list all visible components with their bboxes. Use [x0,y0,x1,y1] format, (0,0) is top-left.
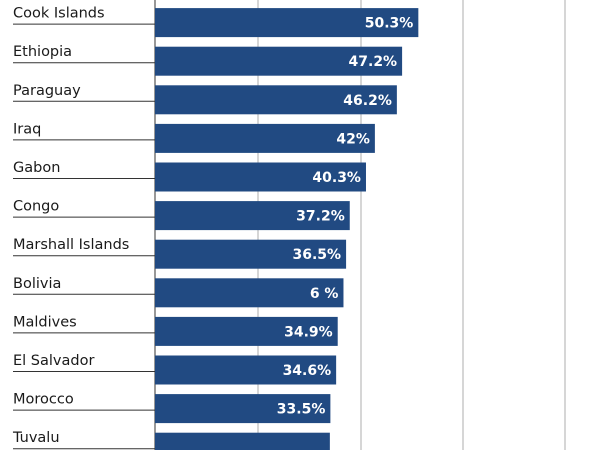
bar-value-label: 34.6% [283,363,332,379]
category-label: Marshall Islands [13,237,129,253]
bars [155,8,419,450]
category-label: Gabon [13,160,60,176]
bar-value-label: 37.2% [296,209,345,225]
bar-value-label: 47.2% [349,54,398,70]
category-label: Maldives [13,314,77,330]
category-label: Paraguay [13,83,81,99]
bar-value-label: 34.9% [284,324,333,340]
bar [155,432,330,450]
bar-value-label: 36.5% [293,247,342,263]
bar [155,162,366,192]
bar-value-label: 33.5% [277,402,326,418]
value-labels: 50.3% 47.2% 46.2% 42% 40.3% 37.2% 36.5% 6 % 34.9… [277,16,414,418]
category-label: Tuvalu [12,430,60,446]
bar [155,239,347,269]
category-label: El Salvador [13,353,94,369]
bar [155,394,331,424]
category-labels: Cook Islands Ethiopia Paraguay Iraq Gabon Con… [12,6,155,450]
bar-value-label: 42% [336,131,370,147]
bar [155,278,344,308]
bar [155,85,397,115]
category-label: Morocco [13,392,74,408]
category-label: Iraq [13,121,41,137]
bar [155,123,375,153]
category-label: Bolivia [13,276,61,292]
bar [155,46,403,76]
category-label: Cook Islands [13,6,105,22]
bar [155,201,350,231]
category-label: Congo [13,199,59,215]
bar-value-label: 40.3% [312,170,361,186]
bar-value-label: 46.2% [343,93,392,109]
bar [155,316,338,346]
category-label: Ethiopia [13,44,72,60]
bar [155,8,419,38]
bar-value-label: 50.3% [365,16,414,32]
bar [155,355,337,385]
bar-value-label: 6 % [310,286,339,302]
